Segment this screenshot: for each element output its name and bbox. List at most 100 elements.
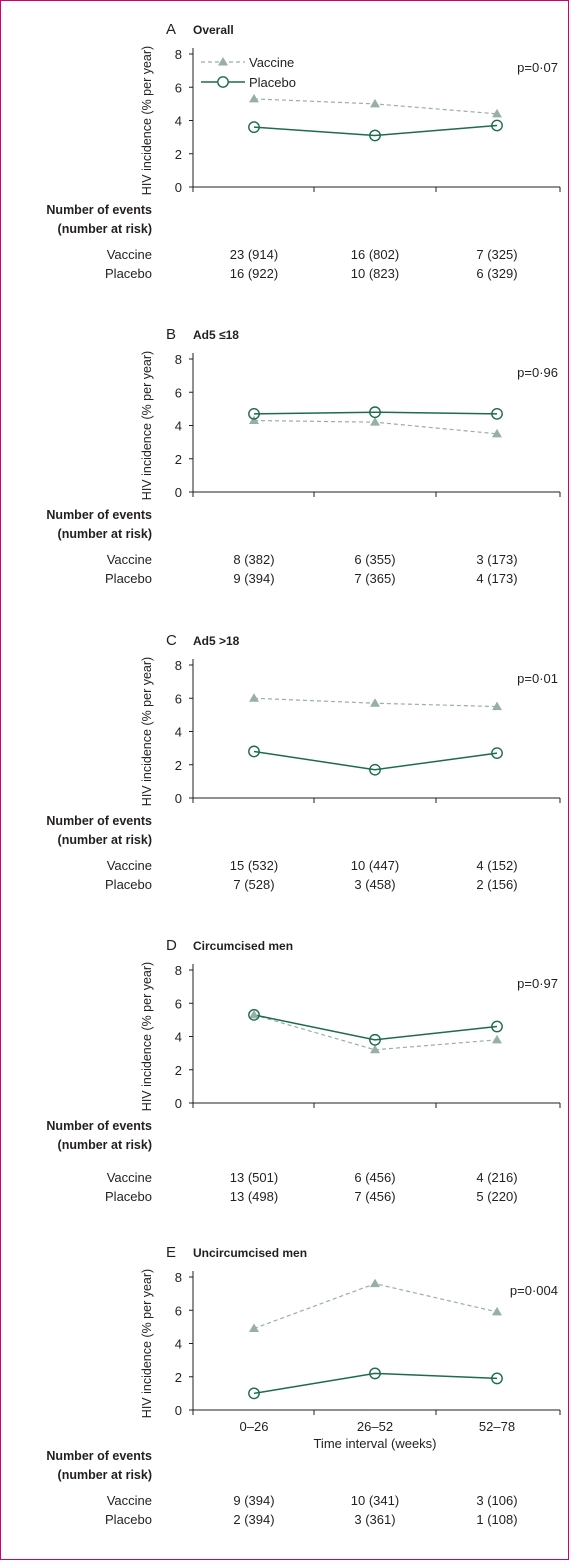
panel-title: Ad5 ≤18 [193,328,239,342]
y-axis-label: HIV incidence (% per year) [140,962,154,1111]
panel-title: Circumcised men [193,939,293,953]
placebo-point [248,745,260,758]
table-cell: 4 (152) [476,858,517,873]
vaccine-point [370,1278,380,1288]
table-row-label: Placebo [105,266,152,281]
legend: Vaccine Placebo [201,55,296,90]
y-tick-label: 8 [175,658,182,673]
y-tick-label: 8 [175,352,182,367]
table-cell: 6 (329) [476,266,517,281]
table-cell: 7 (456) [354,1189,395,1204]
placebo-series-line [253,1372,498,1395]
panel-e: E Uncircumcised men 0 2 4 6 8 HIV incidence (% … [46,1244,561,1527]
y-tick-label: 6 [175,385,182,400]
table-row-label: Placebo [105,1512,152,1527]
placebo-point [491,1020,503,1033]
table-cell: 9 (394) [233,571,274,586]
placebo-point [491,119,503,132]
vaccine-point [492,428,502,438]
table-cell: 6 (355) [354,552,395,567]
placebo-series-line [253,750,498,771]
vaccine-point [492,701,502,711]
table-cell: 7 (365) [354,571,395,586]
y-tick-label: 2 [175,1370,182,1385]
y-axis-label: HIV incidence (% per year) [140,657,154,806]
y-tick-label: 8 [175,1270,182,1285]
table-cell: 16 (922) [230,266,278,281]
y-tick-label: 2 [175,147,182,162]
y-axis-label: HIV incidence (% per year) [140,1269,154,1418]
y-tick-label: 4 [175,1337,182,1352]
table-cell: 2 (394) [233,1512,274,1527]
panel-d: D Circumcised men 0 2 4 6 8 HIV incidence (% pe… [46,937,561,1204]
p-value: p=0·97 [517,976,558,991]
vaccine-point [370,1044,380,1054]
p-value: p=0·01 [517,671,558,686]
y-tick-label: 6 [175,691,182,706]
events-header-line1: Number of events [46,814,152,828]
panel-a: A Overall 0 2 4 6 8 HIV incidence (% per year) p… [46,21,561,281]
table-cell: 3 (361) [354,1512,395,1527]
table-cell: 3 (173) [476,552,517,567]
table-cell: 9 (394) [233,1493,274,1508]
placebo-point [248,1008,260,1021]
legend-placebo-marker [217,76,229,88]
p-value: p=0·07 [517,60,558,75]
table-row-label: Placebo [105,571,152,586]
x-tick-label: 26–52 [357,1419,393,1434]
panel-title: Uncircumcised men [193,1246,307,1260]
p-value: p=0·96 [517,365,558,380]
panel-letter: D [166,937,177,954]
placebo-point [369,763,381,776]
panel-letter: C [166,632,177,649]
vaccine-point [249,415,259,425]
y-tick-label: 2 [175,758,182,773]
y-tick-label: 6 [175,996,182,1011]
y-tick-label: 4 [175,725,182,740]
x-tick-label: 0–26 [240,1419,269,1434]
table-row-label: Placebo [105,877,152,892]
y-tick-label: 0 [175,1403,182,1418]
table-cell: 13 (501) [230,1170,278,1185]
placebo-point [248,121,260,134]
table-cell: 4 (216) [476,1170,517,1185]
y-tick-label: 4 [175,1030,182,1045]
events-header-line2: (number at risk) [58,833,152,847]
table-cell: 8 (382) [233,552,274,567]
table-cell: 1 (108) [476,1512,517,1527]
table-cell: 13 (498) [230,1189,278,1204]
y-tick-label: 8 [175,47,182,62]
events-header-line1: Number of events [46,508,152,522]
table-row-label: Vaccine [107,552,152,567]
placebo-point [248,407,260,420]
table-row-label: Vaccine [107,1493,152,1508]
placebo-series-line [253,1014,498,1041]
y-tick-label: 8 [175,963,182,978]
vaccine-point [249,93,259,103]
y-tick-label: 6 [175,1303,182,1318]
y-tick-label: 0 [175,180,182,195]
y-axis-label: HIV incidence (% per year) [140,351,154,500]
vaccine-series-line [253,1283,498,1330]
events-header-line2: (number at risk) [58,222,152,236]
y-axis-label: HIV incidence (% per year) [140,46,154,195]
table-cell: 10 (447) [351,858,399,873]
table-cell: 16 (802) [351,247,399,262]
placebo-point [491,407,503,420]
table-cell: 7 (528) [233,877,274,892]
panel-title: Overall [193,23,234,37]
events-header-line2: (number at risk) [58,527,152,541]
table-cell: 3 (106) [476,1493,517,1508]
placebo-point [491,747,503,760]
events-header-line2: (number at risk) [58,1138,152,1152]
table-cell: 6 (456) [354,1170,395,1185]
panel-letter: A [166,21,176,38]
legend-placebo-label: Placebo [249,75,296,90]
table-cell: 7 (325) [476,247,517,262]
y-tick-label: 4 [175,114,182,129]
vaccine-point [249,1009,259,1019]
events-header-line1: Number of events [46,203,152,217]
vaccine-point [370,98,380,108]
table-row-label: Vaccine [107,858,152,873]
